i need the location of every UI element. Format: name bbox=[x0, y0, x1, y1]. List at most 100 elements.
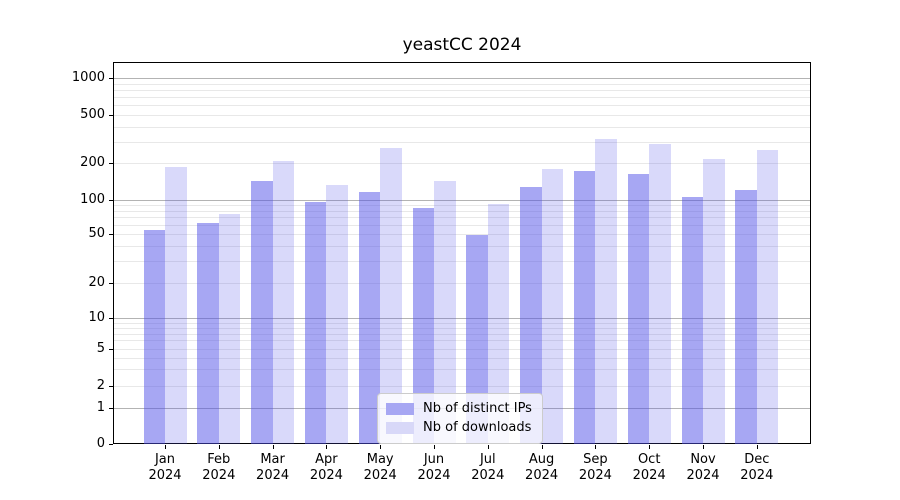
x-tick-label-apr: Apr 2024 bbox=[309, 452, 343, 483]
gridline-minor bbox=[114, 261, 810, 263]
bar-nb-of-distinct-ips-mar bbox=[251, 181, 273, 444]
x-tick-label-dec: Dec 2024 bbox=[740, 452, 774, 483]
x-tick-label-jul: Jul 2024 bbox=[471, 452, 505, 483]
gridline-minor bbox=[114, 348, 810, 350]
x-tick-mark bbox=[380, 445, 382, 449]
gridline-minor bbox=[114, 89, 810, 91]
gridline-minor bbox=[114, 322, 810, 324]
gridline-minor bbox=[114, 245, 810, 247]
bar-nb-of-distinct-ips-sep bbox=[573, 170, 596, 444]
bar-nb-of-distinct-ips-dec bbox=[735, 189, 757, 444]
x-tick-label-may: May 2024 bbox=[363, 452, 397, 483]
y-tick-mark bbox=[109, 200, 113, 201]
bar-nb-of-distinct-ips-oct bbox=[627, 174, 650, 444]
gridline-minor bbox=[114, 217, 810, 219]
bar-nb-of-downloads-aug bbox=[541, 169, 564, 444]
y-tick-label-1000: 1000 bbox=[71, 70, 105, 85]
x-tick-label-jan: Jan 2024 bbox=[148, 452, 182, 483]
bar-nb-of-distinct-ips-jan bbox=[143, 229, 165, 444]
x-tick-mark bbox=[165, 445, 166, 449]
gridline-minor bbox=[114, 210, 810, 212]
legend-item-distinct-ips: Nb of distinct IPs bbox=[386, 399, 532, 418]
legend-swatch-distinct-ips bbox=[386, 402, 414, 415]
y-tick-mark bbox=[109, 385, 113, 387]
gridline-major bbox=[114, 200, 810, 201]
gridline-minor bbox=[114, 333, 810, 335]
bar-nb-of-downloads-may bbox=[380, 148, 402, 444]
y-tick-label-5: 5 bbox=[96, 340, 105, 356]
bar-nb-of-downloads-nov bbox=[703, 158, 725, 444]
x-tick-mark bbox=[326, 445, 328, 449]
gridline-minor bbox=[114, 369, 810, 371]
y-tick-mark bbox=[109, 407, 113, 409]
bar-nb-of-distinct-ips-feb bbox=[197, 223, 219, 444]
chart-title: yeastCC 2024 bbox=[402, 35, 522, 55]
gridline-minor bbox=[114, 115, 810, 116]
gridline-minor bbox=[114, 126, 810, 128]
x-tick-label-feb: Feb 2024 bbox=[202, 452, 236, 483]
x-tick-mark bbox=[434, 445, 435, 449]
gridline-minor bbox=[114, 224, 810, 226]
y-tick-mark bbox=[109, 348, 113, 350]
y-tick-mark bbox=[109, 163, 113, 165]
bar-nb-of-distinct-ips-may bbox=[358, 192, 381, 444]
gridline-minor bbox=[114, 327, 810, 329]
plot-area: Nb of distinct IPs Nb of downloads bbox=[113, 62, 811, 444]
bar-nb-of-downloads-jan bbox=[165, 166, 187, 444]
x-tick-mark bbox=[703, 445, 704, 449]
gridline-minor bbox=[114, 141, 810, 143]
x-tick-label-jun: Jun 2024 bbox=[417, 452, 451, 483]
bar-nb-of-downloads-mar bbox=[272, 160, 295, 444]
legend: Nb of distinct IPs Nb of downloads bbox=[377, 393, 543, 444]
bar-nb-of-distinct-ips-apr bbox=[304, 202, 327, 444]
y-tick-label-100: 100 bbox=[80, 192, 105, 207]
y-tick-label-0: 0 bbox=[96, 435, 105, 451]
gridline-major bbox=[114, 318, 810, 319]
x-tick-label-mar: Mar 2024 bbox=[256, 452, 290, 483]
y-tick-label-20: 20 bbox=[88, 275, 105, 290]
x-tick-mark bbox=[487, 445, 489, 449]
y-tick-label-10: 10 bbox=[88, 310, 105, 325]
y-tick-mark bbox=[109, 318, 113, 319]
legend-item-downloads: Nb of downloads bbox=[386, 418, 532, 437]
gridline-minor bbox=[114, 233, 810, 235]
gridline-minor bbox=[114, 83, 810, 85]
bar-nb-of-downloads-apr bbox=[326, 184, 348, 444]
bar-nb-of-distinct-ips-jun bbox=[412, 207, 434, 444]
y-tick-mark bbox=[109, 115, 113, 116]
bar-nb-of-distinct-ips-aug bbox=[520, 186, 542, 444]
gridline-minor bbox=[114, 283, 810, 284]
bar-nb-of-distinct-ips-nov bbox=[681, 197, 703, 444]
legend-label-downloads: Nb of downloads bbox=[423, 420, 532, 435]
bar-nb-of-downloads-sep bbox=[595, 138, 617, 444]
gridline-minor bbox=[114, 357, 810, 359]
bars-layer bbox=[114, 63, 810, 444]
y-tick-mark bbox=[109, 443, 113, 445]
y-tick-label-2: 2 bbox=[96, 377, 105, 393]
y-tick-mark bbox=[109, 78, 113, 79]
gridline-minor bbox=[114, 97, 810, 99]
bar-nb-of-downloads-jul bbox=[487, 204, 510, 444]
x-tick-label-aug: Aug 2024 bbox=[525, 452, 559, 483]
x-tick-mark bbox=[756, 445, 758, 449]
bar-nb-of-downloads-oct bbox=[649, 144, 671, 444]
y-tick-label-1: 1 bbox=[96, 399, 105, 415]
y-tick-label-50: 50 bbox=[88, 225, 105, 241]
gridline-minor bbox=[114, 340, 810, 342]
x-tick-mark bbox=[218, 445, 220, 449]
gridline-minor bbox=[114, 205, 810, 207]
bar-nb-of-downloads-jun bbox=[434, 180, 456, 444]
bar-nb-of-distinct-ips-jul bbox=[466, 234, 488, 444]
grid-layer bbox=[114, 63, 810, 443]
x-tick-label-oct: Oct 2024 bbox=[632, 452, 666, 483]
y-tick-label-200: 200 bbox=[80, 155, 105, 171]
y-tick-label-500: 500 bbox=[80, 107, 105, 122]
gridline-major bbox=[114, 78, 810, 79]
x-tick-mark bbox=[541, 445, 543, 449]
x-tick-mark bbox=[272, 445, 274, 449]
gridline-minor bbox=[114, 385, 810, 387]
legend-label-distinct-ips: Nb of distinct IPs bbox=[423, 401, 532, 416]
